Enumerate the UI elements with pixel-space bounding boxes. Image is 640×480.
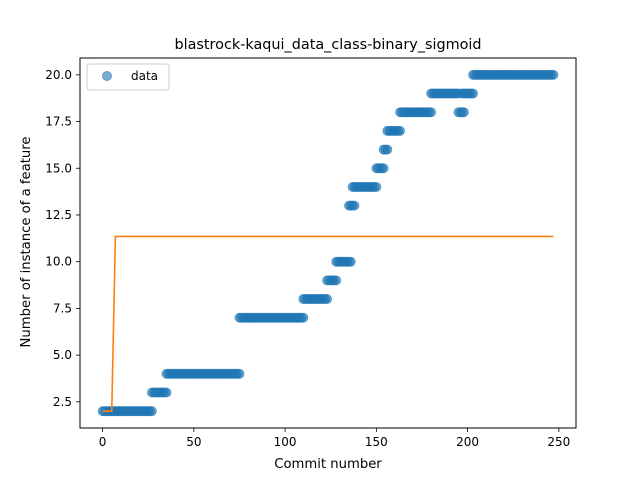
- y-tick-label: 15.0: [45, 161, 72, 175]
- y-tick-label: 10.0: [45, 255, 72, 269]
- y-tick-label: 12.5: [45, 208, 72, 222]
- y-tick-label: 2.5: [53, 395, 72, 409]
- data-point: [146, 406, 157, 417]
- data-point: [234, 368, 245, 379]
- plot-area: [97, 69, 559, 417]
- y-axis-label: Number of instance of a feature: [19, 137, 34, 348]
- x-tick-label: 0: [99, 435, 107, 449]
- data-point: [395, 125, 406, 136]
- x-tick-label: 150: [365, 435, 388, 449]
- legend-box: [86, 63, 170, 91]
- data-point: [468, 88, 479, 99]
- data-point: [371, 181, 382, 192]
- data-point: [378, 163, 389, 174]
- y-tick-label: 17.5: [45, 115, 72, 129]
- data-point: [161, 387, 172, 398]
- y-axis: 2.5 5.0 7.5 10.0 12.5 15.0 17.5 20.0: [45, 68, 80, 409]
- y-tick-label: 7.5: [53, 301, 72, 315]
- legend-marker-data: [102, 71, 112, 81]
- x-axis: 0 50 100 150 200 250: [99, 428, 570, 449]
- x-tick-label: 50: [186, 435, 201, 449]
- x-axis-label: Commit number: [274, 457, 382, 472]
- plot-frame: [79, 57, 577, 429]
- y-tick-label: 20.0: [45, 68, 72, 82]
- legend: data: [86, 63, 170, 91]
- fit-line: [102, 235, 554, 412]
- y-tick-label: 5.0: [53, 348, 72, 362]
- chart-title: blastrock-kaqui_data_class-binary_sigmoi…: [174, 37, 481, 53]
- data-point: [382, 144, 393, 155]
- data-point: [426, 107, 437, 118]
- legend-label-data: data: [131, 69, 158, 83]
- data-point: [349, 200, 360, 211]
- x-tick-label: 250: [547, 435, 570, 449]
- x-tick-label: 100: [274, 435, 297, 449]
- data-point: [345, 256, 356, 267]
- data-point: [298, 312, 309, 323]
- data-point: [322, 294, 333, 305]
- x-tick-label: 200: [456, 435, 479, 449]
- data-point: [331, 275, 342, 286]
- data-point: [548, 69, 559, 80]
- data-point: [458, 107, 469, 118]
